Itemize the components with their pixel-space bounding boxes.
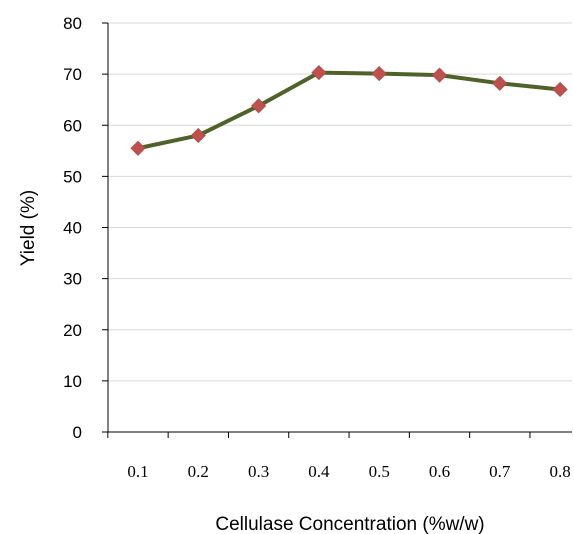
data-point-marker xyxy=(552,81,568,98)
series-line xyxy=(136,70,563,151)
x-tick-label: 0.8 xyxy=(549,462,570,481)
axes xyxy=(102,22,572,438)
x-tick-label: 0.6 xyxy=(429,462,450,481)
series-group xyxy=(130,65,568,156)
gridlines xyxy=(108,22,572,382)
x-axis-title: Cellulase Concentration (%w/w) xyxy=(215,514,484,534)
y-tick-labels: 0 10 20 30 40 50 60 70 80 xyxy=(63,14,82,442)
x-tick-label: 0.4 xyxy=(308,462,330,481)
y-axis-title: Yield (%) xyxy=(18,190,39,266)
data-point-marker xyxy=(311,65,327,81)
y-tick-label: 20 xyxy=(63,321,82,340)
y-tick-label: 0 xyxy=(73,423,82,442)
y-tick-label: 80 xyxy=(63,14,82,33)
data-point-marker xyxy=(130,140,146,156)
x-tick-label: 0.5 xyxy=(369,462,390,481)
data-point-marker xyxy=(371,66,387,82)
x-tick-label: 0.3 xyxy=(248,462,269,481)
y-tick-label: 60 xyxy=(63,116,82,135)
y-tick-label: 40 xyxy=(63,219,82,238)
x-tick-label: 0.1 xyxy=(127,462,148,481)
data-point-marker xyxy=(190,127,206,144)
y-tick-label: 30 xyxy=(63,270,82,289)
y-tick-label: 50 xyxy=(63,167,82,186)
x-tick-labels: 0.1 0.2 0.3 0.4 0.5 0.6 0.7 0.8 xyxy=(127,462,570,481)
data-point-marker xyxy=(251,98,267,114)
y-tick-label: 70 xyxy=(63,65,82,84)
y-tick-label: 10 xyxy=(63,372,82,391)
data-point-marker xyxy=(431,67,448,83)
x-tick-label: 0.7 xyxy=(489,462,511,481)
x-tick-label: 0.2 xyxy=(188,462,209,481)
data-point-marker xyxy=(492,75,508,91)
